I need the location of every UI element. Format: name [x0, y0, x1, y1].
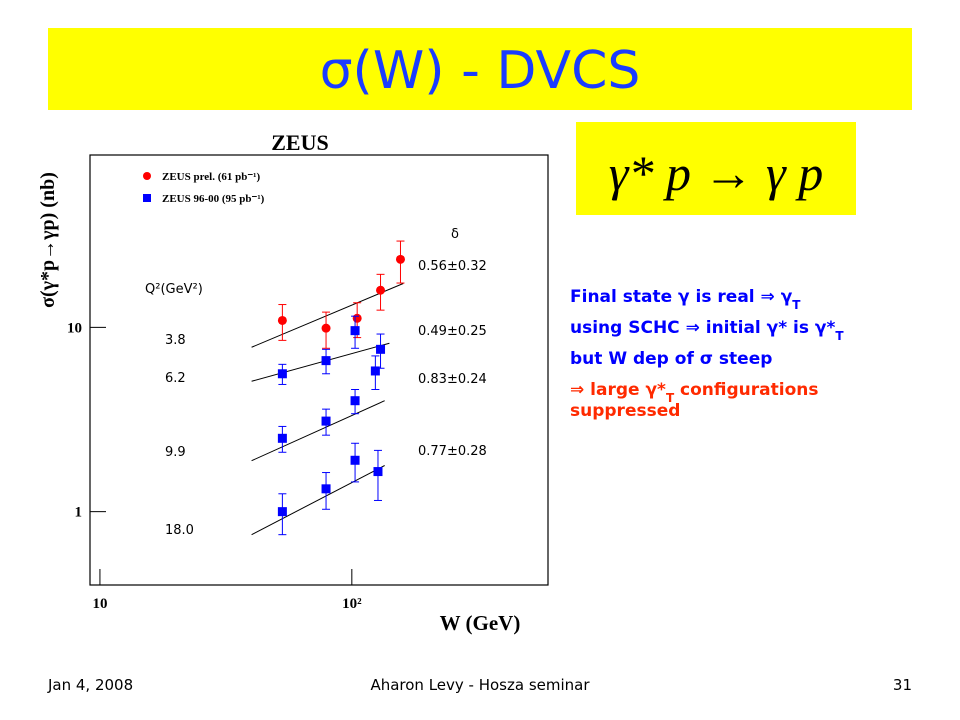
point: [277, 369, 287, 379]
subscript: T: [835, 329, 844, 343]
footer-center: Aharon Levy - Hosza seminar: [370, 676, 590, 694]
bullet: suppressed: [570, 401, 680, 421]
point: [277, 433, 287, 443]
y-tick-label: 1: [75, 505, 83, 521]
point: [352, 313, 362, 323]
point: [370, 366, 380, 376]
title-bar: [48, 28, 912, 110]
x-tick-label: 10²: [342, 596, 362, 612]
x-axis-label: W (GeV): [440, 611, 521, 635]
reaction-box: [576, 122, 856, 215]
point: [350, 326, 360, 336]
footer-page: 31: [893, 676, 912, 694]
point: [395, 254, 405, 264]
subscript: T: [666, 391, 675, 405]
point: [350, 455, 360, 465]
point: [321, 356, 331, 366]
y-tick-label: 10: [67, 320, 82, 336]
y-axis-label: σ(γ*p→γp) (nb): [37, 172, 59, 308]
subscript: T: [792, 298, 801, 312]
bullet-text: ⇒ large γ*: [570, 380, 666, 400]
bullet: using SCHC ⇒ initial γ* is γ*T: [570, 318, 844, 343]
fit-line: [251, 342, 390, 382]
point: [321, 323, 331, 333]
legend-marker: [143, 172, 151, 180]
annotation: 9.9: [165, 445, 186, 460]
fit-line: [251, 400, 385, 462]
point: [321, 416, 331, 426]
point: [376, 344, 386, 354]
annotation: 0.49±0.25: [418, 324, 487, 339]
bullet-text: suppressed: [570, 401, 680, 421]
bullet: ⇒ large γ*T configurations: [570, 380, 818, 405]
point: [321, 484, 331, 494]
bullet-text: Final state γ is real ⇒ γ: [570, 287, 793, 307]
annotation: 6.2: [165, 371, 186, 386]
annotation: Q²(GeV²): [145, 282, 203, 297]
annotation: 18.0: [165, 523, 194, 538]
fit-line: [251, 465, 385, 536]
annotation: 3.8: [165, 333, 186, 348]
bullet-text: configurations: [674, 380, 818, 400]
fit-line: [251, 283, 404, 348]
annotation: 0.77±0.28: [418, 444, 487, 459]
point: [350, 396, 360, 406]
point: [373, 467, 383, 477]
annotation: 0.83±0.24: [418, 372, 487, 387]
bullet: Final state γ is real ⇒ γT: [570, 287, 801, 312]
legend-label: ZEUS 96-00 (95 pb⁻¹): [162, 193, 265, 205]
annotation: δ: [451, 227, 459, 242]
bullet-text: but W dep of σ steep: [570, 349, 772, 369]
point: [277, 507, 287, 517]
bullet-text: using SCHC ⇒ initial γ* is γ*: [570, 318, 836, 338]
legend-marker: [143, 194, 151, 202]
chart-title: ZEUS: [271, 130, 328, 155]
slide-title: σ(W) - DVCS: [320, 41, 641, 101]
annotation: 0.56±0.32: [418, 259, 487, 274]
legend-label: ZEUS prel. (61 pb⁻¹): [162, 171, 260, 183]
point: [376, 285, 386, 295]
reaction: γ* p → γ p: [609, 145, 823, 201]
x-tick-label: 10: [92, 596, 107, 612]
bullet: but W dep of σ steep: [570, 349, 772, 369]
plot-frame: [89, 154, 549, 586]
point: [277, 315, 287, 325]
footer-date: Jan 4, 2008: [47, 676, 133, 694]
